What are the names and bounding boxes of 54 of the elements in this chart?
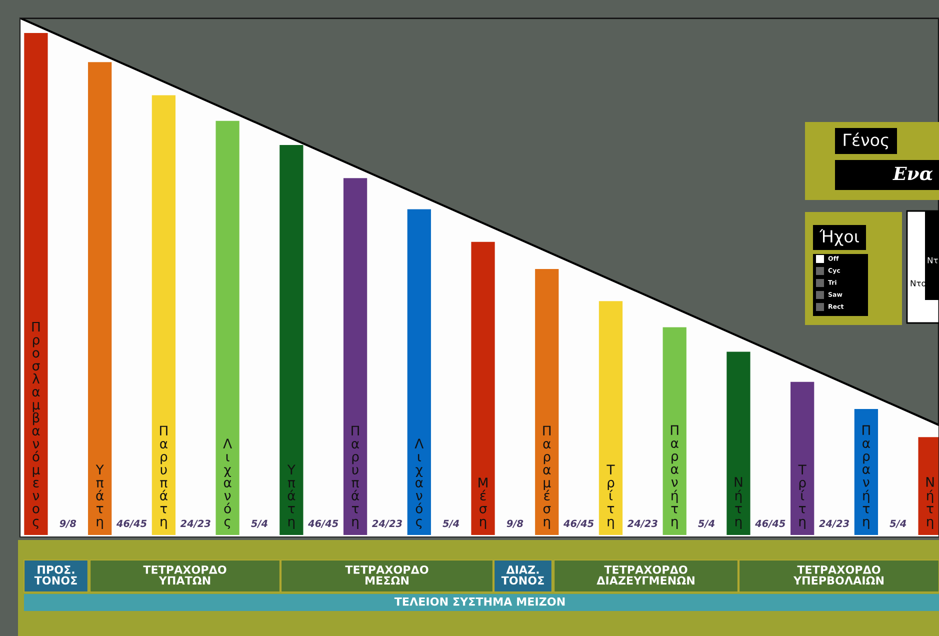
annotation: 46/45 [755,520,786,528]
x-tick-label: Μέση [478,478,488,529]
annotation: 24/23 [627,520,658,528]
annotation: 9/8 [60,520,76,528]
text: ΤΕΤΡΑΧΟΡΔΟ ΥΠΑΤΩΝ [143,565,226,584]
bar [343,178,368,535]
x-tick-label: Υπάτη [96,464,104,529]
x-tick-label: Τρίτη [798,464,806,529]
x-tick-label: Υπάτη [287,464,296,529]
annotation: 24/23 [180,520,210,528]
text: ΤΕΤΡΑΧΟΡΔΟ ΥΠΕΡΒΟΛΑΙΩΝ [793,565,884,585]
bar [662,327,686,535]
x-tick-label: Παρυπάτη [160,426,168,529]
bar [407,209,431,535]
x-tick-label: Παρυπάτη [352,426,360,529]
annotation: Ντ [928,257,938,264]
bar [152,95,176,535]
text: ΤΕΤΡΑΧΟΡΔΟ ΜΕΣΩΝ [345,565,428,584]
bar [535,268,559,535]
bar [471,242,495,535]
annotation: Ενα [892,166,933,180]
annotation: 46/45 [116,520,147,528]
x-tick-label: Νήτη [734,477,742,529]
x-tick-label: Λιχανός [414,438,424,529]
x-tick-label: Νήτη [926,477,934,529]
x-tick-label: Παραμέση [543,426,551,529]
bar [790,382,814,535]
bar [854,409,878,535]
annotation: 5/4 [890,520,906,528]
x-tick-label: Λιχανός [223,438,232,529]
bar [88,62,112,535]
bar [280,144,304,535]
annotation: 9/8 [506,520,524,528]
text: ΠΡΟΣ. ΤΟΝΟΣ [34,565,77,585]
category-label: Προσλαμβανόμενος [32,322,40,529]
x-tick-label: Παρανήτη [670,425,678,529]
text: ΤΕΤΡΑΧΟΡΔΟ ΔΙΑΖΕΥΓΜΕΝΩΝ [596,565,694,584]
text: ΔΙΑΖ. ΤΟΝΟΣ [501,566,544,585]
annotation: 46/45 [563,520,594,528]
bar [216,120,240,535]
annotation: 24/23 [372,520,402,528]
annotation: 46/45 [308,520,338,528]
annotation: Ήχοι [819,229,859,246]
text: ΤΕΛΕΙΟΝ ΣΥΣΤΗΜΑ ΜΕΙΖΟΝ [394,597,565,606]
bar [24,33,48,535]
bar [598,301,623,535]
x-tick-label: Τρίτη [606,464,615,529]
annotation: Γένος [844,132,888,150]
annotation: 5/4 [251,520,268,528]
annotation: 5/4 [442,520,460,528]
x-tick-label: Παρανήτη [862,425,870,529]
annotation: 24/23 [819,520,849,528]
bar [726,352,750,535]
annotation: 5/4 [698,520,714,528]
